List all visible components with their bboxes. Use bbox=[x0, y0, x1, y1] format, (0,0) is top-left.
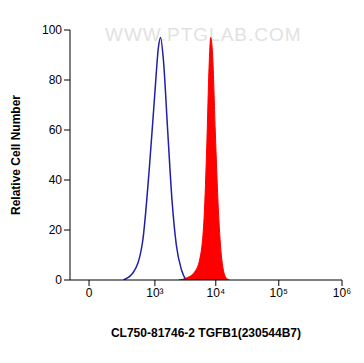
svg-text:80: 80 bbox=[49, 73, 63, 87]
svg-text:10³: 10³ bbox=[146, 286, 163, 300]
svg-text:100: 100 bbox=[42, 23, 62, 37]
svg-text:10⁵: 10⁵ bbox=[270, 286, 288, 300]
svg-text:20: 20 bbox=[49, 223, 63, 237]
svg-text:0: 0 bbox=[86, 286, 93, 300]
svg-text:0: 0 bbox=[55, 273, 62, 287]
svg-text:10⁶: 10⁶ bbox=[333, 286, 351, 300]
svg-text:CL750-81746-2 TGFB1(230544B7): CL750-81746-2 TGFB1(230544B7) bbox=[111, 326, 301, 340]
svg-text:10⁴: 10⁴ bbox=[207, 286, 226, 300]
svg-text:40: 40 bbox=[49, 173, 63, 187]
svg-text:Relative Cell Number: Relative Cell Number bbox=[9, 95, 23, 215]
svg-text:60: 60 bbox=[49, 123, 63, 137]
html-text:WWW.PTGLAB.COM: WWW.PTGLAB.COM bbox=[105, 24, 302, 45]
